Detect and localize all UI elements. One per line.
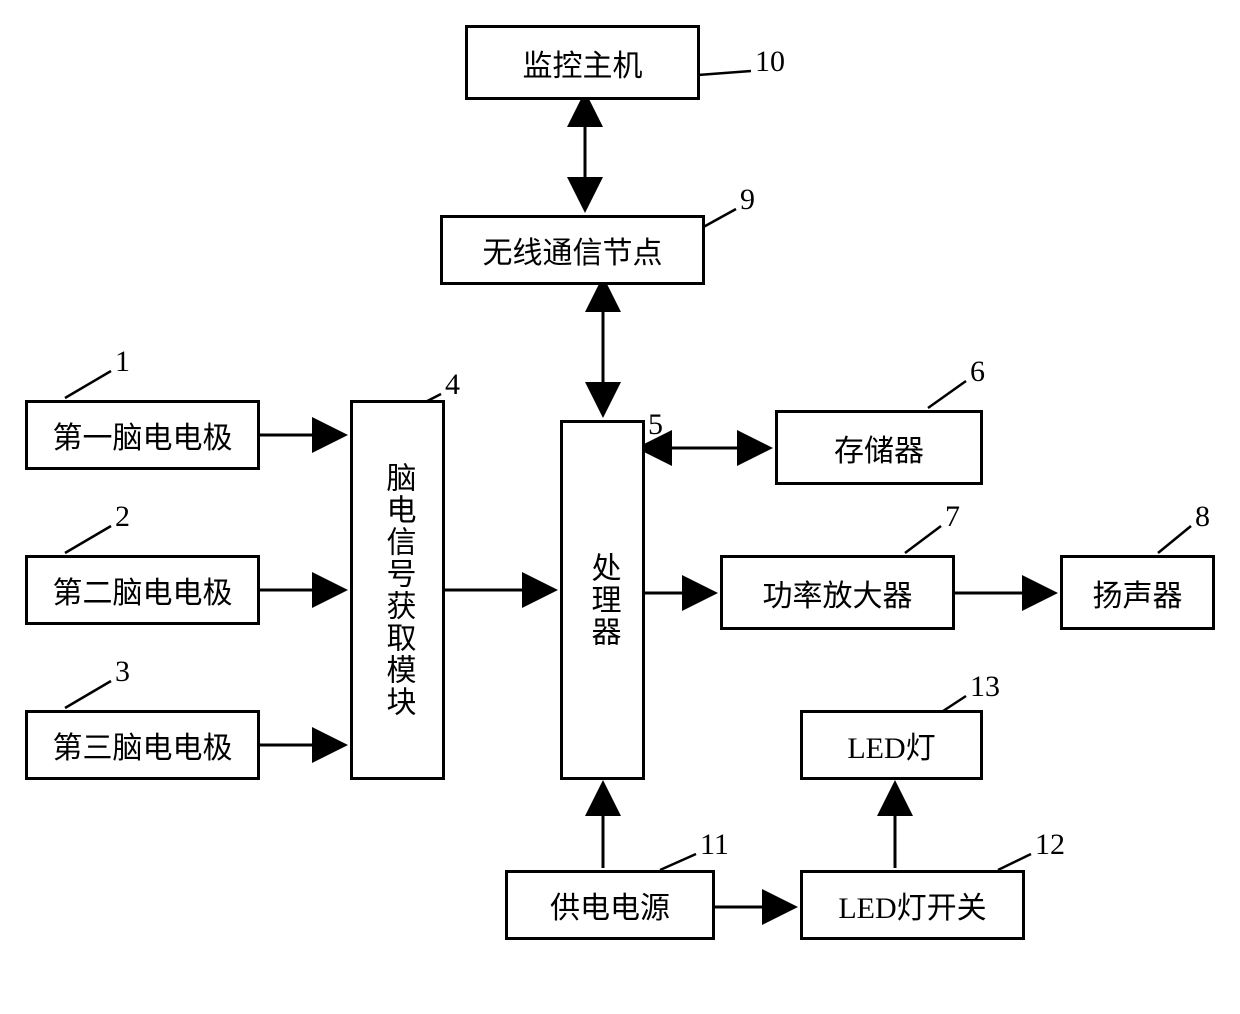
node-5: 处理器 (560, 420, 645, 780)
leader-8 (1158, 526, 1191, 553)
node-9: 无线通信节点 (440, 215, 705, 285)
leader-1 (65, 371, 111, 398)
node-3: 第三脑电电极 (25, 710, 260, 780)
label-10: 10 (755, 45, 785, 79)
node-10: 监控主机 (465, 25, 700, 100)
label-5: 5 (648, 408, 663, 442)
leader-6 (928, 381, 966, 408)
label-2: 2 (115, 500, 130, 534)
label-12: 12 (1035, 828, 1065, 862)
node-1: 第一脑电电极 (25, 400, 260, 470)
label-6: 6 (970, 355, 985, 389)
node-8: 扬声器 (1060, 555, 1215, 630)
leader-10 (698, 71, 751, 75)
leader-3 (65, 681, 111, 708)
label-9: 9 (740, 183, 755, 217)
label-11: 11 (700, 828, 729, 862)
label-4: 4 (445, 368, 460, 402)
node-4: 脑电信号获取模块 (350, 400, 445, 780)
leader-12 (998, 854, 1031, 870)
node-11: 供电电源 (505, 870, 715, 940)
node-6: 存储器 (775, 410, 983, 485)
leader-2 (65, 526, 111, 553)
label-3: 3 (115, 655, 130, 689)
node-7: 功率放大器 (720, 555, 955, 630)
leader-11 (660, 854, 696, 870)
label-7: 7 (945, 500, 960, 534)
label-13: 13 (970, 670, 1000, 704)
label-1: 1 (115, 345, 130, 379)
node-12: LED灯开关 (800, 870, 1025, 940)
node-13: LED灯 (800, 710, 983, 780)
label-8: 8 (1195, 500, 1210, 534)
node-2: 第二脑电电极 (25, 555, 260, 625)
leader-7 (905, 526, 941, 553)
